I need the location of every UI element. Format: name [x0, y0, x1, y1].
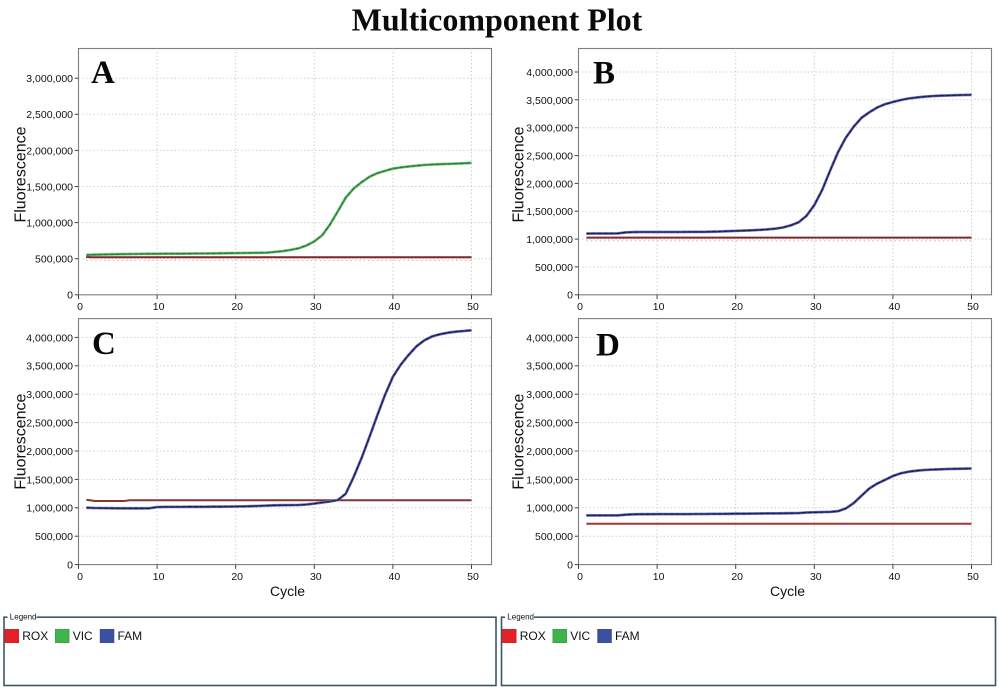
svg-text:3,500,000: 3,500,000 — [526, 95, 573, 107]
svg-text:Legend: Legend — [507, 613, 534, 622]
svg-text:1,500,000: 1,500,000 — [526, 206, 573, 218]
svg-text:0: 0 — [577, 571, 583, 583]
svg-text:FAM: FAM — [615, 629, 640, 643]
svg-text:3,000,000: 3,000,000 — [526, 389, 573, 401]
svg-text:40: 40 — [889, 571, 901, 583]
svg-text:2,500,000: 2,500,000 — [526, 151, 573, 163]
svg-text:Fluorescence: Fluorescence — [511, 393, 528, 489]
svg-text:1,500,000: 1,500,000 — [526, 474, 573, 486]
svg-text:500,000: 500,000 — [35, 531, 73, 543]
svg-text:30: 30 — [310, 571, 322, 583]
svg-text:Cycle: Cycle — [770, 583, 805, 599]
svg-text:10: 10 — [653, 301, 665, 313]
svg-text:2,000,000: 2,000,000 — [526, 178, 573, 190]
svg-text:D: D — [596, 328, 620, 364]
svg-text:40: 40 — [889, 301, 901, 313]
svg-text:3,000,000: 3,000,000 — [26, 389, 73, 401]
svg-text:50: 50 — [467, 571, 479, 583]
svg-text:Fluorescence: Fluorescence — [12, 126, 29, 222]
svg-text:10: 10 — [653, 571, 665, 583]
svg-text:2,000,000: 2,000,000 — [526, 446, 573, 458]
svg-text:2,500,000: 2,500,000 — [26, 418, 73, 430]
svg-text:30: 30 — [810, 301, 822, 313]
svg-text:0: 0 — [67, 560, 73, 572]
svg-text:3,500,000: 3,500,000 — [526, 361, 573, 373]
svg-text:0: 0 — [77, 571, 83, 583]
svg-text:3,000,000: 3,000,000 — [526, 123, 573, 135]
svg-text:C: C — [92, 326, 116, 362]
svg-text:0: 0 — [67, 290, 73, 302]
svg-text:A: A — [91, 55, 115, 91]
svg-text:50: 50 — [467, 301, 479, 313]
svg-text:1,500,000: 1,500,000 — [26, 474, 73, 486]
svg-text:0: 0 — [577, 301, 583, 313]
svg-text:20: 20 — [731, 301, 743, 313]
svg-text:30: 30 — [310, 301, 322, 313]
svg-text:40: 40 — [389, 301, 401, 313]
svg-text:50: 50 — [967, 301, 979, 313]
svg-text:Fluorescence: Fluorescence — [511, 126, 528, 222]
svg-text:30: 30 — [810, 571, 822, 583]
svg-text:500,000: 500,000 — [535, 262, 573, 274]
svg-text:20: 20 — [231, 571, 243, 583]
svg-text:3,000,000: 3,000,000 — [26, 73, 73, 85]
svg-text:10: 10 — [153, 571, 165, 583]
svg-text:Multicomponent Plot: Multicomponent Plot — [352, 1, 643, 37]
svg-text:1,000,000: 1,000,000 — [526, 503, 573, 515]
svg-text:20: 20 — [731, 571, 743, 583]
svg-text:Cycle: Cycle — [270, 583, 305, 599]
svg-text:Fluorescence: Fluorescence — [12, 393, 29, 489]
svg-text:500,000: 500,000 — [535, 531, 573, 543]
svg-text:2,500,000: 2,500,000 — [26, 109, 73, 121]
svg-text:B: B — [593, 56, 615, 92]
svg-text:2,500,000: 2,500,000 — [526, 418, 573, 430]
svg-text:2,000,000: 2,000,000 — [26, 446, 73, 458]
svg-text:50: 50 — [967, 571, 979, 583]
svg-text:10: 10 — [153, 301, 165, 313]
svg-text:VIC: VIC — [570, 629, 590, 643]
svg-text:4,000,000: 4,000,000 — [526, 67, 573, 79]
svg-text:4,000,000: 4,000,000 — [26, 332, 73, 344]
svg-text:4,000,000: 4,000,000 — [526, 332, 573, 344]
svg-text:1,500,000: 1,500,000 — [26, 181, 73, 193]
svg-text:3,500,000: 3,500,000 — [26, 361, 73, 373]
svg-text:ROX: ROX — [22, 629, 48, 643]
svg-text:500,000: 500,000 — [35, 254, 73, 266]
svg-text:0: 0 — [567, 560, 573, 572]
svg-text:Legend: Legend — [10, 613, 37, 622]
svg-text:0: 0 — [77, 301, 83, 313]
svg-text:0: 0 — [567, 290, 573, 302]
svg-text:ROX: ROX — [520, 629, 546, 643]
svg-text:1,000,000: 1,000,000 — [26, 218, 73, 230]
svg-text:20: 20 — [231, 301, 243, 313]
svg-text:1,000,000: 1,000,000 — [526, 234, 573, 246]
svg-text:1,000,000: 1,000,000 — [26, 503, 73, 515]
svg-text:VIC: VIC — [73, 629, 93, 643]
svg-text:40: 40 — [389, 571, 401, 583]
svg-text:2,000,000: 2,000,000 — [26, 145, 73, 157]
svg-text:FAM: FAM — [118, 629, 143, 643]
